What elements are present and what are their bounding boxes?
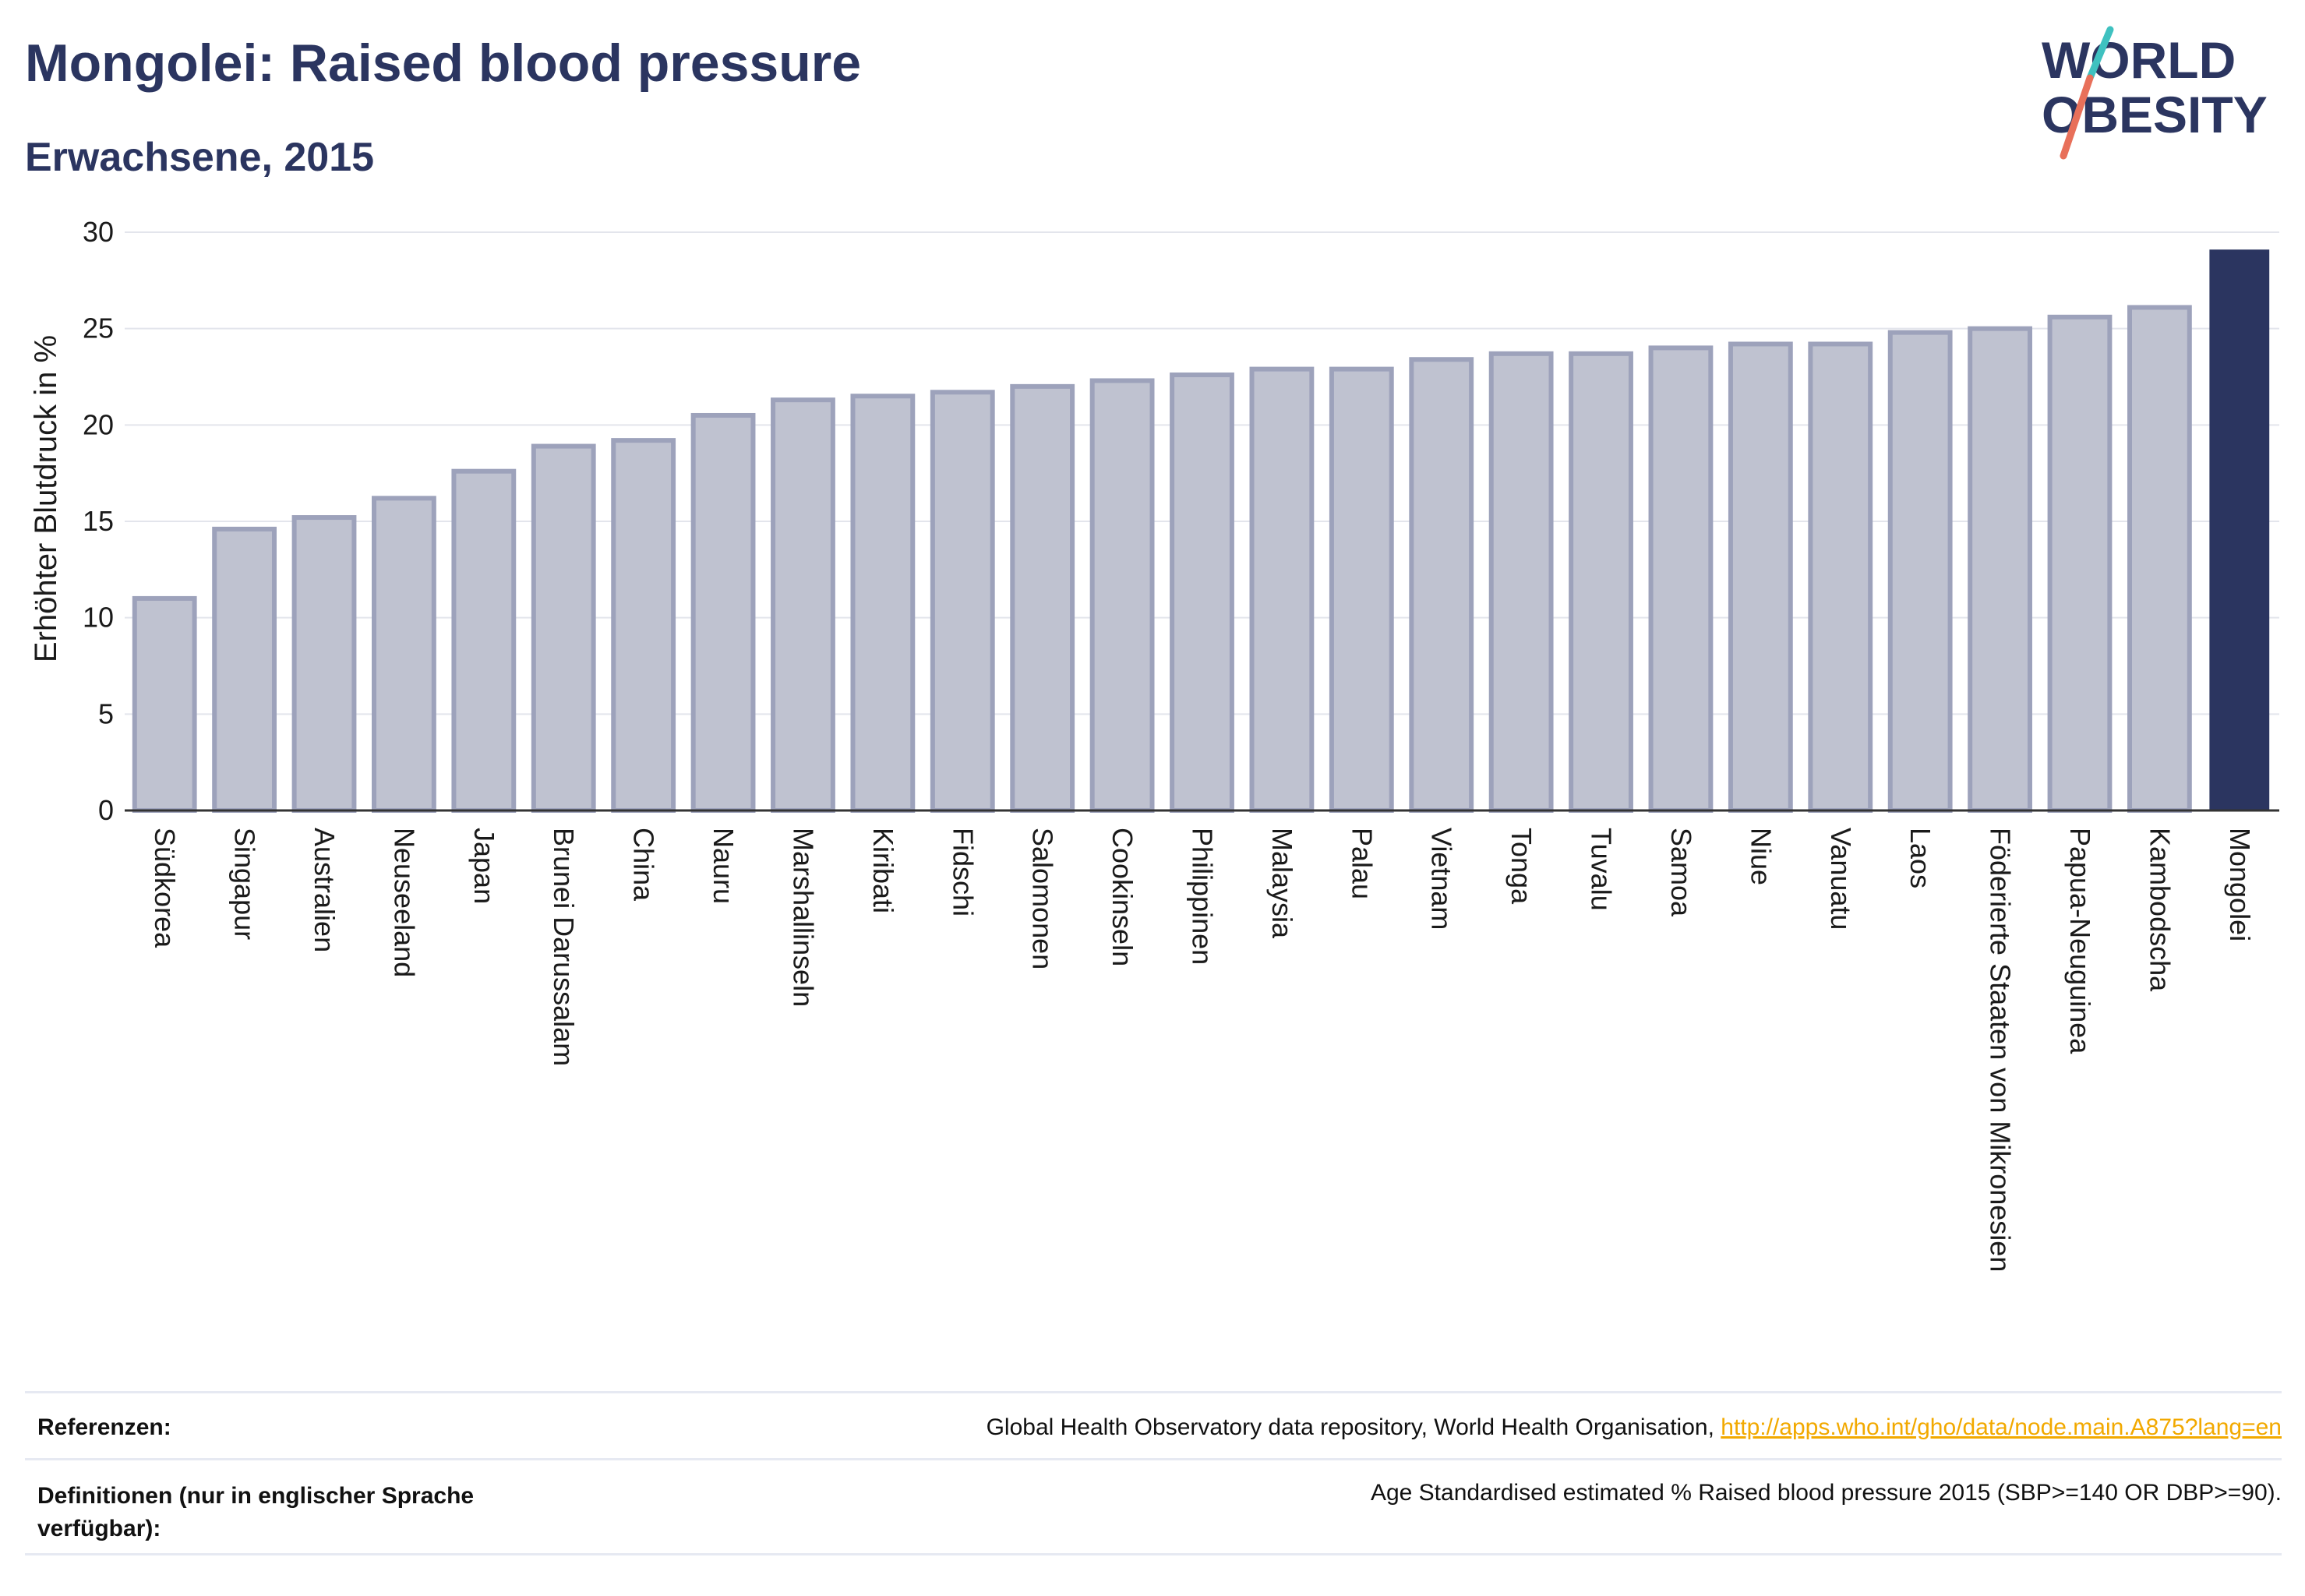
x-tick-label: Singapur [229,828,261,940]
x-tick-label: Australien [309,828,341,952]
footer-rule-bottom [25,1553,2282,1555]
x-tick-label: Laos [1904,828,1936,888]
x-tick-label: Salomonen [1027,828,1059,969]
x-tick-label: Marshallinseln [787,828,819,1007]
x-tick-label: Papua-Neuguinea [2064,828,2096,1054]
x-tick-label: Vanuatu [1825,828,1857,930]
bar [1808,341,1873,814]
bar [1010,383,1075,814]
y-tick-label: 20 [83,408,114,440]
x-tick-label: Japan [468,828,500,904]
bar [1170,373,1234,813]
bar [1329,366,1394,813]
x-tick-label: Philippinen [1187,828,1219,965]
y-axis-title: Erhöhter Blutdruck in % [29,335,63,662]
x-axis-labels: Südkorea Singapur Australien Neuseeland Japa… [149,828,2256,1272]
bar [1728,341,1793,814]
x-tick-label: Mongolei [2224,828,2256,941]
references-text: Global Health Observatory data repositor… [986,1414,1714,1440]
x-tick-label: Samoa [1665,828,1697,917]
bar [2047,314,2113,813]
x-tick-label: Tonga [1505,828,1537,905]
references-text-container: Global Health Observatory data repositor… [987,1414,2282,1441]
y-tick-label: 25 [83,312,114,344]
bar [531,443,596,813]
bar [1409,357,1474,813]
x-tick-label: Neuseeland [388,828,420,977]
bar [2127,305,2192,813]
y-tick-label: 0 [98,794,114,826]
bars [132,249,2270,814]
x-tick-label: Niue [1745,828,1777,885]
x-tick-label: Fidschi [947,828,979,916]
bar-chart: 0 5 10 15 20 25 30 Südkorea Singapur Australien N… [29,216,2279,1272]
bar [611,438,676,813]
y-tick-label: 15 [83,505,114,537]
footer-rule-middle [25,1458,2282,1460]
x-tick-label: Südkorea [149,828,181,948]
footer: Referenzen: Global Health Observatory da… [25,1391,2282,1570]
bar [2209,249,2270,810]
bar [690,412,756,813]
x-tick-label: Vietnam [1426,828,1458,930]
references-label: Referenzen: [37,1414,171,1440]
x-tick-label: Kiribati [867,828,899,913]
x-tick-label: Nauru [708,828,740,904]
x-tick-label: China [628,828,660,902]
y-tick-label: 5 [98,697,114,729]
bar [1648,345,1714,813]
bar [451,468,517,814]
x-tick-label: Palau [1346,828,1378,899]
x-tick-label: Föderierte Staaten von Mikronesien [1985,828,2017,1272]
page-title: Mongolei: Raised blood pressure [25,34,862,93]
references-link[interactable]: http://apps.who.int/gho/data/node.main.A… [1721,1414,2282,1440]
logo-slash-bottom [2060,74,2094,160]
bar [930,390,995,813]
bar [1968,326,2032,813]
world-obesity-logo: WORLD OBESITY [2042,26,2268,160]
bar [1488,351,1554,813]
x-tick-label: Tuvalu [1586,828,1618,911]
bar [850,394,916,813]
bar [1569,351,1633,813]
x-tick-label: Kambodscha [2144,828,2176,992]
bar [1249,366,1315,813]
logo-line-1: WORLD [2042,31,2236,89]
bar [771,397,835,813]
definitions-text: Age Standardised estimated % Raised bloo… [1370,1480,2282,1506]
y-tick-label: 10 [83,602,114,634]
bar [291,515,357,813]
bar [372,496,436,813]
bar [1089,378,1155,813]
footer-rule-top [25,1391,2282,1393]
definitions-label: Definitionen (nur in englischer Sprache … [37,1483,475,1541]
x-tick-label: Cookinseln [1107,828,1138,966]
y-axis-ticks: 0 5 10 15 20 25 30 [83,216,114,826]
bar [212,526,277,813]
x-tick-label: Brunei Darussalam [548,828,580,1066]
bar [1887,330,1953,813]
page-subtitle: Erwachsene, 2015 [25,135,375,180]
x-tick-label: Malaysia [1266,828,1298,939]
bar [132,595,197,814]
logo-slash-top [2086,26,2114,82]
y-tick-label: 30 [83,216,114,248]
